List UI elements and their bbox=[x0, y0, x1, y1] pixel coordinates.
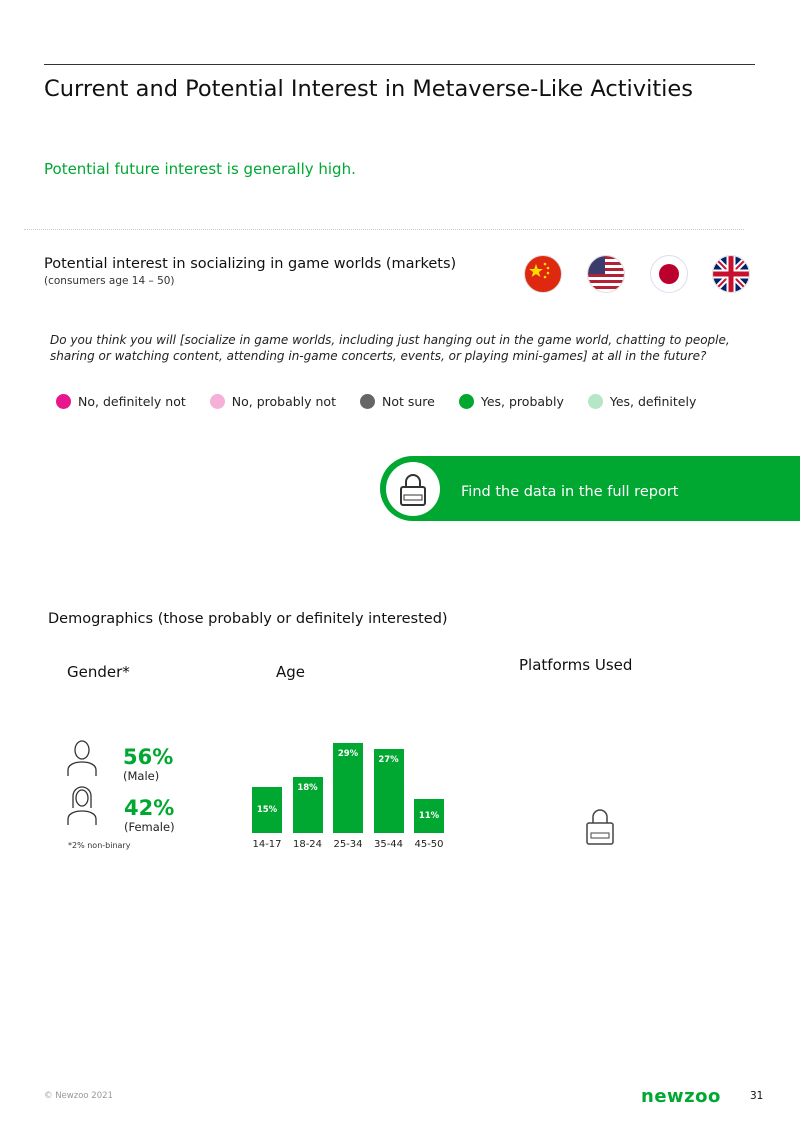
page-number: 31 bbox=[750, 1090, 764, 1102]
legend: No, definitely not No, probably not Not su… bbox=[56, 394, 720, 409]
age-tick-label: 25-34 bbox=[333, 839, 363, 850]
male-icon bbox=[67, 740, 97, 776]
age-bar-label: 29% bbox=[337, 749, 359, 760]
legend-swatch bbox=[587, 394, 603, 409]
uk-flag-icon[interactable] bbox=[712, 255, 750, 293]
full-report-label[interactable]: Find the data in the full report bbox=[461, 484, 679, 500]
usa-flag-icon[interactable] bbox=[587, 255, 625, 293]
age-bar bbox=[333, 743, 363, 833]
section-title: Potential interest in socializing in gam… bbox=[44, 256, 457, 272]
gender-title: Gender* bbox=[67, 663, 130, 681]
survey-question: Do you think you will [socialize in game… bbox=[50, 333, 730, 363]
legend-item: No, probably not bbox=[209, 394, 336, 409]
lock-badge bbox=[386, 462, 440, 516]
page-subtitle: Potential future interest is generally h… bbox=[44, 160, 356, 178]
demographics-title: Demographics (those probably or definite… bbox=[48, 611, 448, 627]
page-title: Current and Potential Interest in Metave… bbox=[44, 76, 693, 102]
china-flag-icon[interactable] bbox=[524, 255, 562, 293]
legend-label: Not sure bbox=[382, 394, 435, 409]
legend-label: Yes, definitely bbox=[609, 394, 697, 409]
platforms-lock-icon bbox=[586, 809, 614, 845]
newzoo-logo: newzoo bbox=[641, 1086, 721, 1107]
age-bar bbox=[252, 786, 282, 833]
age-bar bbox=[414, 798, 444, 833]
legend-item: Yes, probably bbox=[458, 394, 564, 409]
legend-item: Not sure bbox=[360, 394, 435, 409]
female-icon bbox=[67, 786, 97, 825]
age-bar-label: 27% bbox=[378, 755, 399, 766]
legend-swatch bbox=[458, 394, 474, 409]
legend-swatch bbox=[56, 394, 71, 409]
legend-label: No, definitely not bbox=[78, 394, 186, 409]
section-note: (consumers age 14 – 50) bbox=[44, 275, 175, 287]
platforms-title: Platforms Used bbox=[519, 656, 633, 674]
age-bar bbox=[373, 749, 404, 833]
full-report-button[interactable] bbox=[380, 456, 800, 521]
legend-label: Yes, probably bbox=[480, 394, 564, 409]
divider bbox=[24, 229, 744, 230]
age-bar-label: 11% bbox=[418, 810, 440, 821]
japan-flag-icon[interactable] bbox=[650, 255, 688, 293]
legend-item: No, definitely not bbox=[56, 394, 186, 409]
male-percent: 56% bbox=[123, 745, 174, 769]
age-bar bbox=[292, 777, 323, 833]
age-tick-label: 35-44 bbox=[373, 839, 404, 850]
age-title: Age bbox=[276, 663, 306, 681]
age-bar-label: 18% bbox=[297, 783, 318, 794]
lock-icon bbox=[400, 474, 426, 506]
age-tick-label: 45-50 bbox=[414, 839, 444, 850]
top-rule bbox=[44, 64, 755, 65]
legend-label: No, probably not bbox=[231, 394, 336, 409]
gender-footnote: *2% non-binary bbox=[68, 841, 131, 850]
legend-swatch bbox=[209, 394, 225, 409]
copyright: © Newzoo 2021 bbox=[44, 1091, 113, 1101]
male-label: (Male) bbox=[123, 769, 160, 783]
legend-swatch bbox=[360, 394, 375, 409]
female-percent: 42% bbox=[124, 796, 175, 820]
age-bar-label: 15% bbox=[256, 804, 278, 815]
age-tick-label: 18-24 bbox=[292, 839, 323, 850]
female-label: (Female) bbox=[124, 820, 175, 834]
legend-item: Yes, definitely bbox=[587, 394, 697, 409]
age-tick-label: 14-17 bbox=[252, 839, 282, 850]
